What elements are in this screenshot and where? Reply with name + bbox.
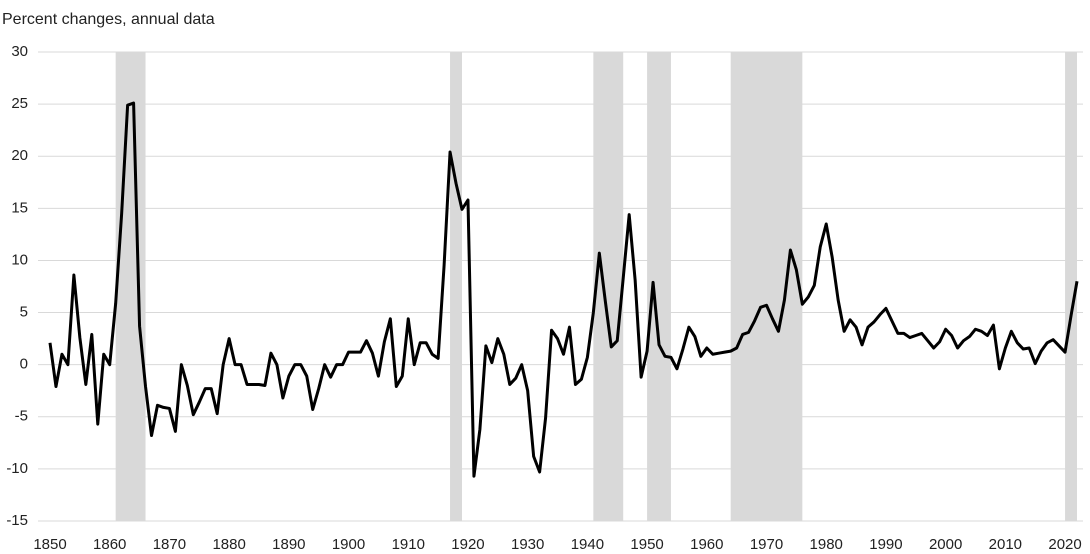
- x-tick-label: 1860: [93, 536, 126, 553]
- shaded-period: [730, 52, 803, 521]
- x-tick-label: 1980: [810, 536, 843, 553]
- y-tick-label: -5: [15, 408, 28, 425]
- x-tick-label: 1900: [332, 536, 365, 553]
- shaded-period: [115, 52, 146, 521]
- shaded-period: [593, 52, 624, 521]
- x-tick-label: 1890: [272, 536, 305, 553]
- y-tick-label: 20: [11, 147, 28, 164]
- x-tick-label: 1870: [153, 536, 186, 553]
- x-tick-label: 2020: [1048, 536, 1081, 553]
- x-tick-label: 1960: [690, 536, 723, 553]
- y-tick-label: -10: [6, 460, 28, 477]
- y-tick-label: 10: [11, 251, 28, 268]
- x-tick-label: 1950: [630, 536, 663, 553]
- y-tick-label: 25: [11, 95, 28, 112]
- y-tick-label: 30: [11, 43, 28, 60]
- x-tick-label: 1970: [750, 536, 783, 553]
- y-tick-label: -15: [6, 512, 28, 529]
- chart-title: Percent changes, annual data: [2, 11, 215, 28]
- y-tick-label: 15: [11, 199, 28, 216]
- x-tick-label: 1940: [571, 536, 604, 553]
- x-tick-label: 1910: [392, 536, 425, 553]
- y-tick-label: 0: [20, 356, 28, 373]
- x-tick-label: 1930: [511, 536, 544, 553]
- data-line: [48, 101, 1079, 478]
- y-tick-label: 5: [20, 304, 28, 321]
- x-tick-label: 2000: [929, 536, 962, 553]
- x-tick-label: 1880: [212, 536, 245, 553]
- x-tick-label: 1850: [33, 536, 66, 553]
- shaded-period: [647, 52, 671, 521]
- x-tick-label: 2010: [989, 536, 1022, 553]
- x-tick-label: 1920: [451, 536, 484, 553]
- shaded-period: [450, 52, 462, 521]
- x-tick-label: 1990: [869, 536, 902, 553]
- shaded-period: [1065, 52, 1077, 521]
